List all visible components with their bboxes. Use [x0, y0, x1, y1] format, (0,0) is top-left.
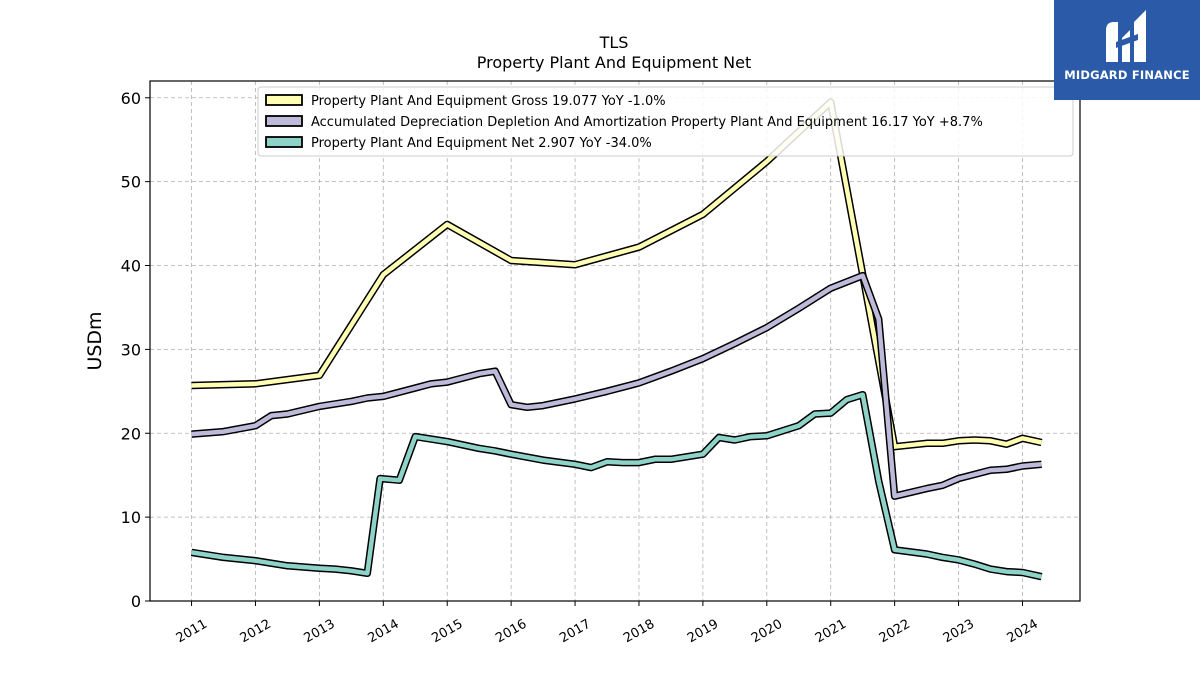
y-tick-label: 50: [121, 173, 141, 192]
plot-frame: [149, 80, 1081, 602]
y-tick-label: 0: [131, 592, 141, 611]
midgard-finance-logo: MIDGARD FINANCE: [1054, 0, 1200, 100]
x-tick-label: 2019: [685, 617, 721, 647]
y-axis-label: USDm: [84, 311, 106, 370]
legend-swatch-0: [265, 94, 303, 106]
logo-mark-icon: [1106, 10, 1146, 62]
legend-swatch-2: [265, 136, 303, 148]
y-axis: 0 10 20 30 40 50 60: [121, 89, 150, 611]
x-tick-label: 2015: [429, 617, 465, 647]
y-tick-label: 30: [121, 340, 141, 359]
series-1-line: [191, 273, 1042, 499]
legend-swatch-1: [265, 115, 303, 127]
x-tick-label: 2013: [302, 617, 338, 647]
series-2-outline: [190, 390, 1043, 581]
x-tick-label: 2023: [941, 617, 977, 647]
legend-label-0: Property Plant And Equipment Gross 19.07…: [311, 94, 666, 109]
x-tick-label: 2012: [238, 617, 274, 647]
x-tick-label: 2024: [1005, 617, 1041, 647]
chart-title: TLS: [599, 33, 629, 52]
legend-label-1: Accumulated Depreciation Depletion And A…: [311, 115, 983, 130]
x-tick-label: 2017: [557, 617, 593, 647]
x-tick-label: 2011: [174, 617, 210, 647]
x-tick-label: 2018: [621, 617, 657, 647]
logo-text: MIDGARD FINANCE: [1064, 68, 1190, 82]
x-tick-label: 2021: [813, 617, 849, 647]
legend-frame: [257, 86, 1074, 157]
y-tick-label: 10: [121, 508, 141, 527]
grid-lines: [150, 81, 1080, 602]
x-tick-label: 2016: [493, 617, 529, 647]
series-2-line: [191, 392, 1043, 579]
legend-label-2: Property Plant And Equipment Net 2.907 Y…: [311, 136, 652, 151]
x-tick-label: 2014: [365, 617, 401, 647]
chart-subtitle: Property Plant And Equipment Net: [477, 53, 752, 72]
x-axis: 2011 2012 2013 2014 2015 2016 2017 2018 2019 2020…: [174, 601, 1041, 646]
x-tick-label: 2022: [877, 617, 913, 647]
y-tick-label: 40: [121, 257, 141, 276]
y-tick-label: 20: [121, 424, 141, 443]
y-tick-label: 60: [121, 89, 141, 108]
legend: Property Plant And Equipment Gross 19.07…: [257, 86, 1074, 157]
x-tick-label: 2020: [749, 617, 785, 647]
